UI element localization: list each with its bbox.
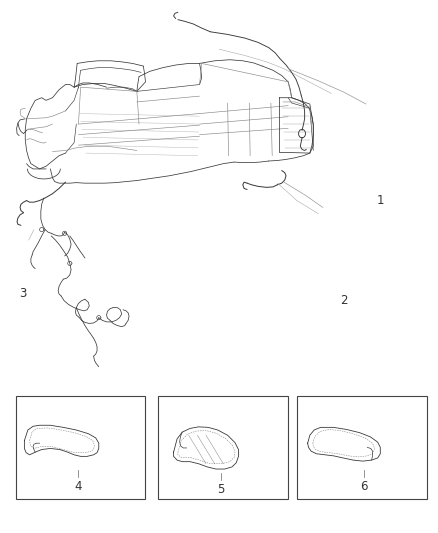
- Text: 3: 3: [19, 287, 27, 301]
- Text: 4: 4: [75, 480, 82, 493]
- Text: 1: 1: [377, 194, 384, 207]
- Text: 2: 2: [340, 294, 348, 308]
- Bar: [297, 395, 427, 498]
- Bar: [159, 395, 288, 498]
- Text: 5: 5: [218, 483, 225, 496]
- Bar: [16, 395, 145, 498]
- Text: 6: 6: [360, 480, 367, 493]
